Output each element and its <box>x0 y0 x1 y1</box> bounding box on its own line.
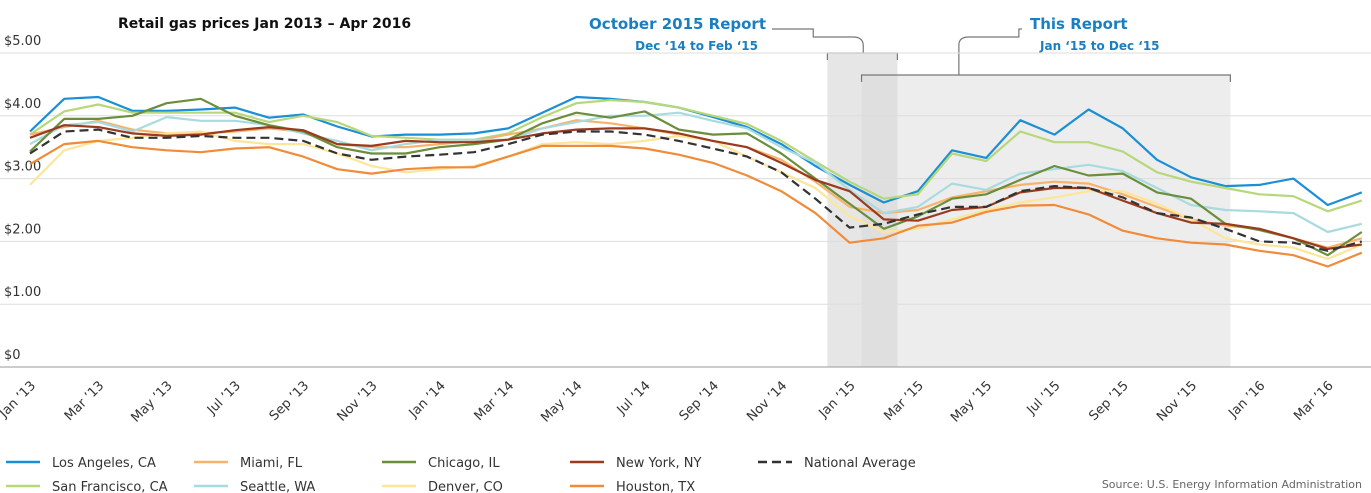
bracket <box>860 28 1231 82</box>
x-tick-label: Mar ’13 <box>62 378 107 423</box>
annotation: This Report <box>1030 15 1128 33</box>
line <box>29 111 1363 234</box>
x-tick-label: Jan ’15 <box>816 378 859 421</box>
legend-label: New York, NY <box>616 456 702 471</box>
report-period <box>861 75 1231 367</box>
x-tick-label: Sep ’15 <box>1086 378 1131 423</box>
x-tick-label: Sep ’14 <box>677 378 722 423</box>
legend-label: Denver, CO <box>428 480 503 493</box>
annotation: October 2015 Report <box>589 15 766 33</box>
background <box>0 28 1371 368</box>
y-tick-label: $4.00 <box>4 97 41 112</box>
x-tick-label: Sep ’13 <box>267 378 312 423</box>
line <box>29 124 1362 250</box>
x-tick-label: Nov ’14 <box>744 378 790 424</box>
line <box>29 128 1363 252</box>
x-tick-label: May ’14 <box>538 378 585 425</box>
annotation: Dec ‘14 to Feb ‘15 <box>635 39 758 53</box>
x-tick-label: Jul ’15 <box>1024 378 1064 418</box>
x-tick-label: May ’15 <box>948 378 995 425</box>
annotation: Jan ‘15 to Dec ‘15 <box>1039 39 1160 53</box>
legend-label: Chicago, IL <box>428 456 500 471</box>
line <box>29 99 1363 213</box>
legend-label: National Average <box>804 456 916 471</box>
x-tick-label: Mar ’16 <box>1291 378 1336 423</box>
x-tick-label: Jul ’13 <box>204 378 244 418</box>
x-tick-label: Nov ’15 <box>1154 378 1200 424</box>
y-tick-label: $2.00 <box>4 222 41 237</box>
x-tick-label: Jan ’14 <box>406 378 449 421</box>
x-tick-label: Jul ’14 <box>614 378 654 418</box>
x-tick-label: Jan ’16 <box>1225 378 1268 421</box>
legend-label: Los Angeles, CA <box>52 456 156 471</box>
legend-label: Seattle, WA <box>240 480 315 493</box>
legend-label: Miami, FL <box>240 456 303 471</box>
chart-title: Retail gas prices Jan 2013 – Apr 2016 <box>118 16 411 32</box>
y-tick-label: $0 <box>4 348 21 363</box>
line <box>29 139 1363 268</box>
x-tick-label: Mar ’14 <box>472 378 517 423</box>
y-tick-label: $5.00 <box>4 34 41 49</box>
line <box>29 97 1363 257</box>
x-tick-label: Nov ’13 <box>334 378 380 424</box>
source: Source: U.S. Energy Information Administ… <box>1102 478 1362 491</box>
line <box>29 130 1363 261</box>
y-tick-label: $1.00 <box>4 285 41 300</box>
legend-label: Houston, TX <box>616 480 695 493</box>
x-tick-label: May ’13 <box>128 378 175 425</box>
x-tick-label: Jan ’13 <box>0 378 39 421</box>
legend-label: San Francisco, CA <box>52 480 168 493</box>
x-tick-label: Mar ’15 <box>881 378 926 423</box>
